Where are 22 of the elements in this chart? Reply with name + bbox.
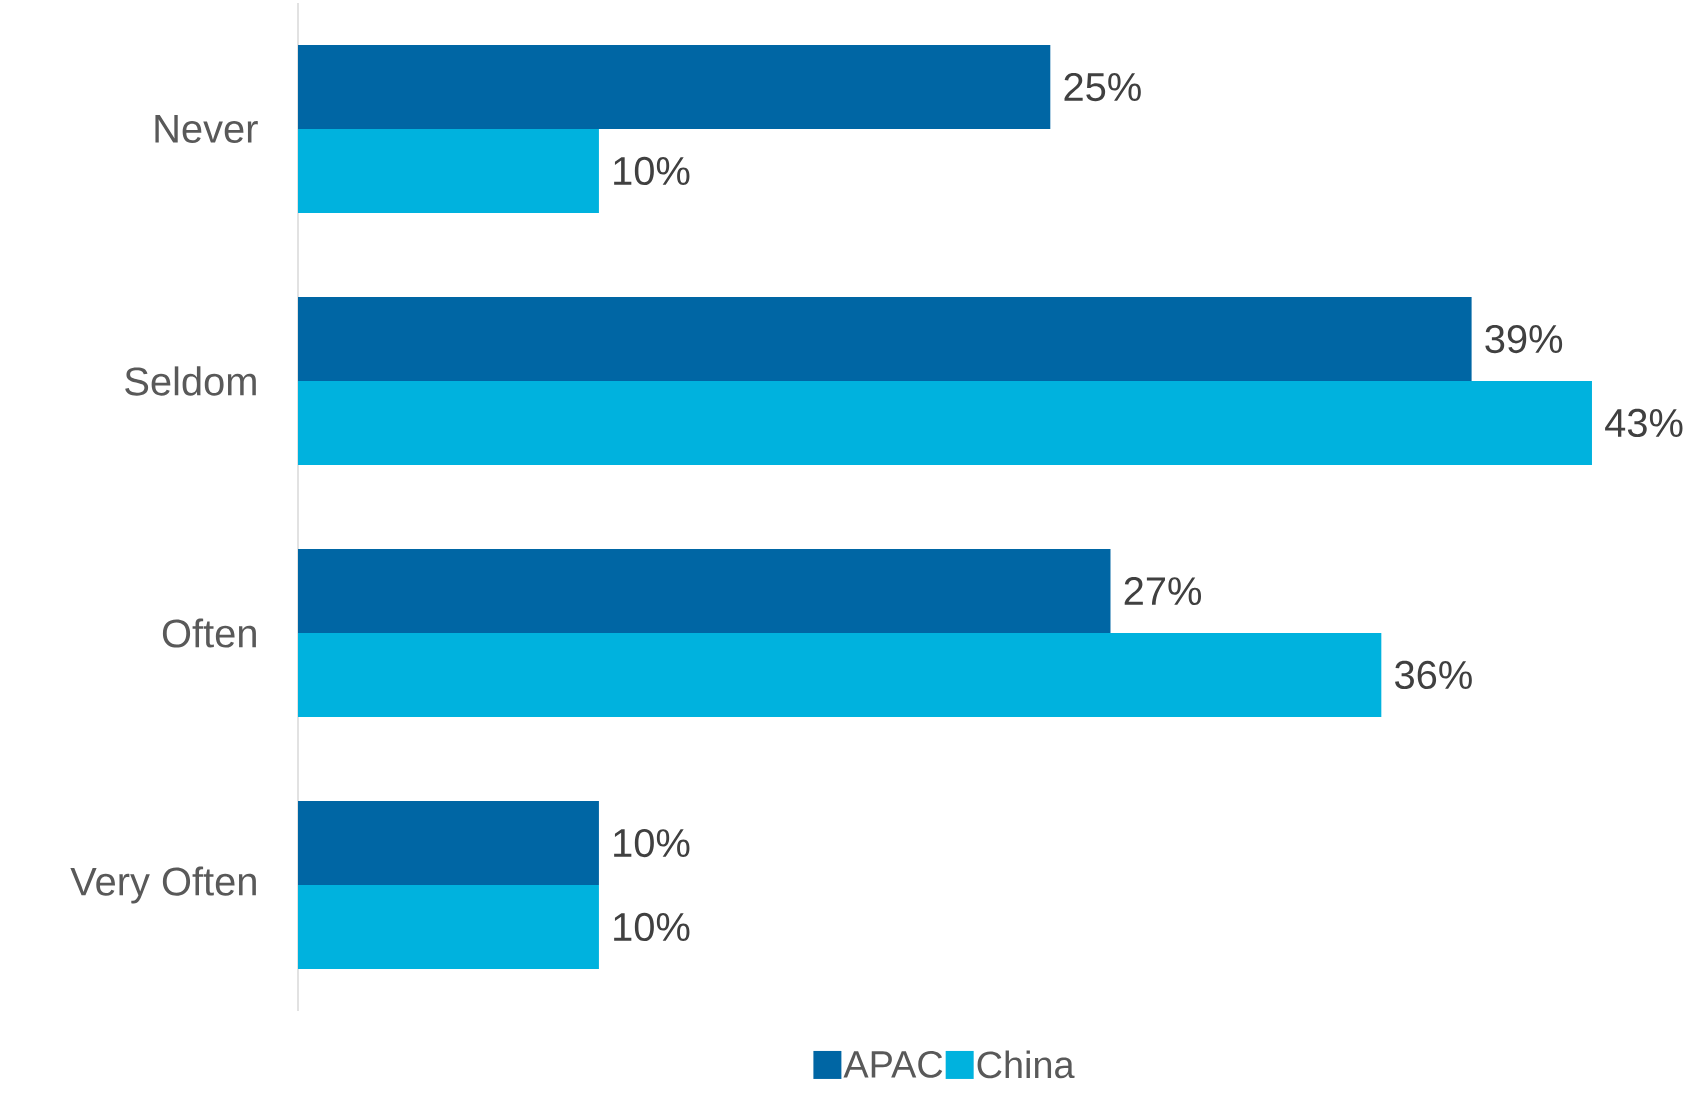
data-label: 43% xyxy=(1605,408,1683,438)
bar xyxy=(298,381,1592,465)
bar xyxy=(298,129,599,213)
y-tick-label: Often xyxy=(162,618,256,648)
bar xyxy=(298,885,599,969)
legend-label: APAC xyxy=(843,1050,943,1078)
bar xyxy=(298,633,1382,717)
bar xyxy=(298,801,599,886)
bar xyxy=(298,549,1111,634)
data-label: 10% xyxy=(614,912,690,942)
data-label: 39% xyxy=(1485,324,1563,354)
y-tick-label: Seldom xyxy=(125,366,256,396)
bar xyxy=(298,45,1051,129)
legend-label: China xyxy=(977,1050,1075,1079)
data-label: 10% xyxy=(614,828,690,858)
data-label: 36% xyxy=(1395,660,1472,690)
data-label: 10% xyxy=(614,156,690,186)
y-tick-label: Never xyxy=(155,115,258,143)
data-label: 27% xyxy=(1124,577,1202,606)
bar xyxy=(298,297,1472,381)
y-tick-label: Very Often xyxy=(70,866,256,904)
data-label: 25% xyxy=(1064,72,1141,102)
